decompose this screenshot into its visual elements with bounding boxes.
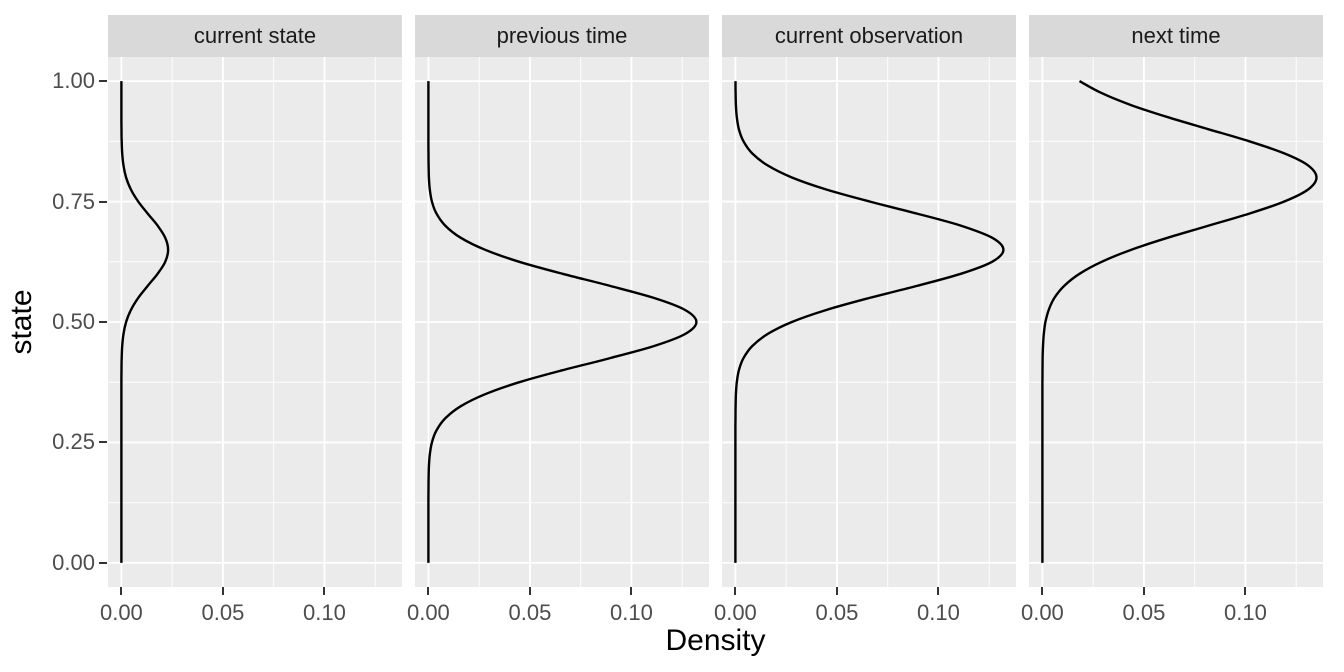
- y-tick-label: 0.50: [52, 309, 95, 334]
- y-tick-mark: [99, 561, 107, 564]
- x-tick-label: 0.00: [406, 600, 450, 625]
- y-tick-label: 0.25: [52, 429, 95, 455]
- x-tick-mark: [528, 587, 531, 595]
- y-tick-mark: [99, 321, 107, 323]
- x-tick-label: 0.00: [713, 600, 757, 625]
- density-curve: [734, 81, 1005, 563]
- x-tick-label: 0.10: [303, 600, 346, 625]
- facet-strip-label: previous time: [496, 23, 628, 48]
- facet-strip-label: current state: [193, 23, 317, 48]
- x-tick-label: 0.00: [99, 600, 143, 625]
- facet-strip: previous time: [415, 15, 709, 57]
- x-tick-mark: [1041, 587, 1044, 595]
- x-tick-label: 0.05: [201, 600, 245, 625]
- facet-panel: [722, 57, 1016, 587]
- y-tick-label: 0.75: [52, 188, 95, 214]
- x-tick-mark: [734, 587, 737, 595]
- x-tick-label: 0.00: [1020, 600, 1064, 625]
- y-tick-mark: [99, 200, 107, 203]
- x-tick-mark: [1142, 587, 1145, 595]
- x-tick-label: 0.10: [610, 600, 653, 625]
- facet-strip-label: next time: [1131, 23, 1221, 48]
- x-tick-mark: [1244, 587, 1247, 595]
- x-tick-mark: [221, 587, 224, 595]
- facet-strip: next time: [1029, 15, 1323, 57]
- x-tick-label: 0.05: [815, 600, 859, 625]
- facet-panel: [108, 57, 402, 587]
- y-tick-mark: [99, 80, 107, 83]
- facet-panel: [1029, 57, 1323, 587]
- density-curve: [1041, 80, 1318, 563]
- x-tick-label: 0.10: [917, 600, 960, 625]
- y-tick-label: 0.00: [52, 549, 95, 575]
- density-curve: [120, 81, 170, 563]
- x-tick-label: 0.10: [1224, 600, 1267, 625]
- x-tick-mark: [630, 587, 633, 595]
- x-tick-mark: [835, 587, 838, 595]
- x-tick-mark: [323, 587, 326, 595]
- facet-panel: [415, 57, 709, 587]
- density-curve: [427, 81, 698, 563]
- x-tick-label: 0.05: [1122, 600, 1166, 625]
- y-tick-mark: [99, 441, 107, 444]
- facet-strip-label: current observation: [774, 23, 964, 48]
- x-axis-title: Density: [665, 624, 766, 657]
- facet-strip: current observation: [722, 15, 1016, 57]
- x-tick-mark: [120, 587, 123, 595]
- y-tick-label: 1.00: [52, 68, 95, 94]
- facet-strip: current state: [108, 15, 402, 57]
- x-tick-label: 0.05: [508, 600, 552, 625]
- x-tick-mark: [427, 587, 430, 595]
- x-tick-mark: [937, 587, 940, 595]
